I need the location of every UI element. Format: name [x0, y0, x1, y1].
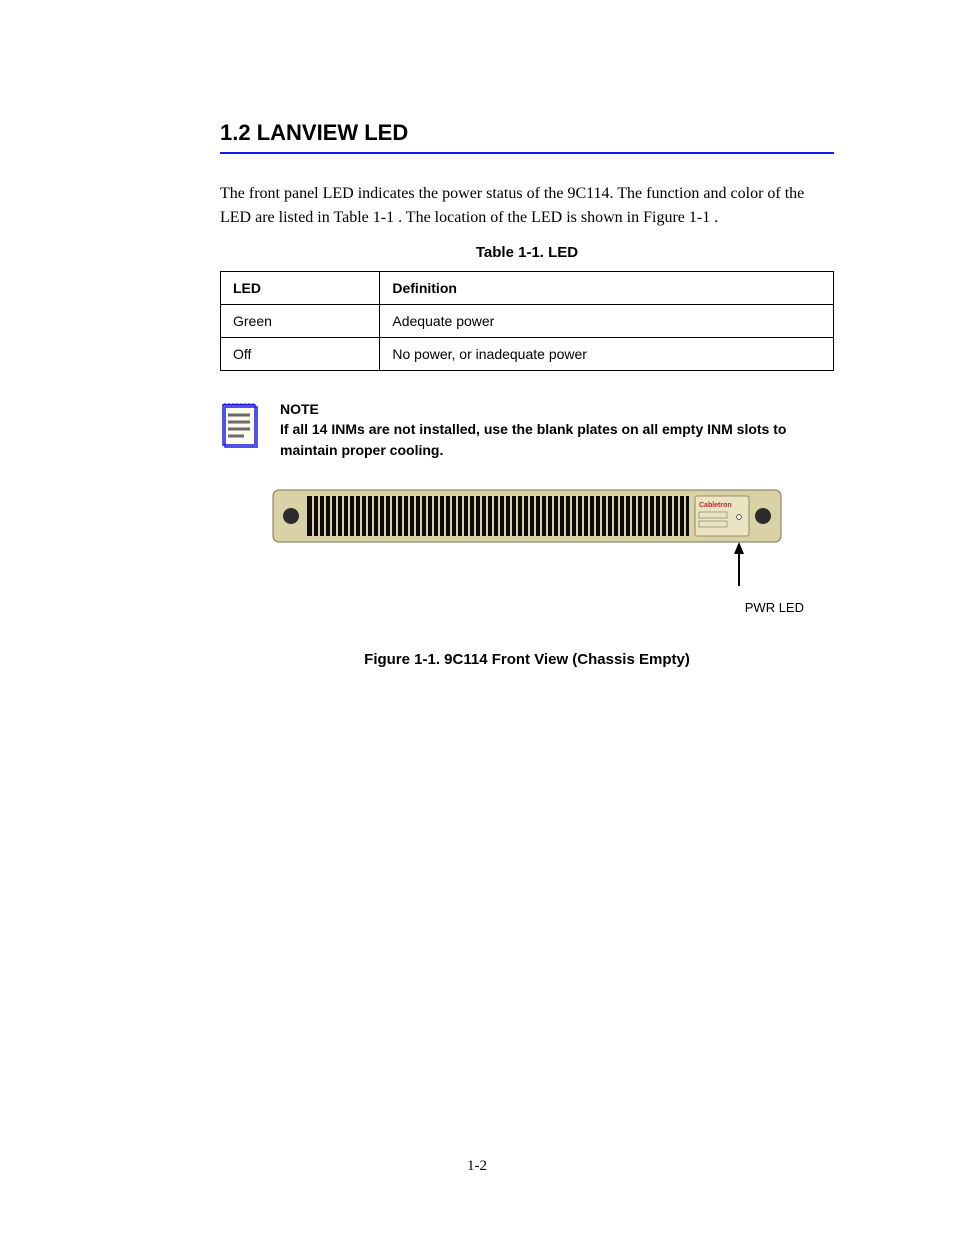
intro-text-2: . The location of the LED is shown in: [398, 209, 643, 226]
led-table: LED Definition Green Adequate power Off …: [220, 271, 834, 371]
table-row: Off No power, or inadequate power: [221, 338, 834, 371]
figure-reference: Figure 1-1: [643, 209, 710, 226]
device-figure: Cabletron: [220, 486, 834, 596]
note-label: NOTE: [280, 401, 319, 417]
table-cell: Adequate power: [380, 305, 834, 338]
figure-callout: PWR LED: [220, 600, 804, 615]
table-cell: No power, or inadequate power: [380, 338, 834, 371]
table-header-cell: LED: [221, 272, 380, 305]
table-header-cell: Definition: [380, 272, 834, 305]
note-text: NOTE If all 14 INMs are not installed, u…: [280, 399, 834, 460]
table-cell: Off: [221, 338, 380, 371]
table-row: Green Adequate power: [221, 305, 834, 338]
figure-caption: Figure 1-1. 9C114 Front View (Chassis Em…: [220, 651, 834, 668]
section-heading: 1.2 LANVIEW LED: [220, 120, 834, 154]
table-header-row: LED Definition: [221, 272, 834, 305]
table-reference: Table 1-1: [333, 209, 394, 226]
brand-label: Cabletron: [699, 502, 732, 509]
intro-paragraph: The front panel LED indicates the power …: [220, 182, 834, 230]
note-body: If all 14 INMs are not installed, use th…: [280, 421, 786, 457]
table-cell: Green: [221, 305, 380, 338]
intro-text-3: .: [714, 209, 718, 226]
page-number: 1-2: [0, 1158, 954, 1175]
chassis-illustration: Cabletron: [267, 486, 787, 596]
notepad-icon: [220, 399, 264, 456]
table-caption: Table 1-1. LED: [220, 244, 834, 261]
note-block: NOTE If all 14 INMs are not installed, u…: [220, 399, 834, 460]
